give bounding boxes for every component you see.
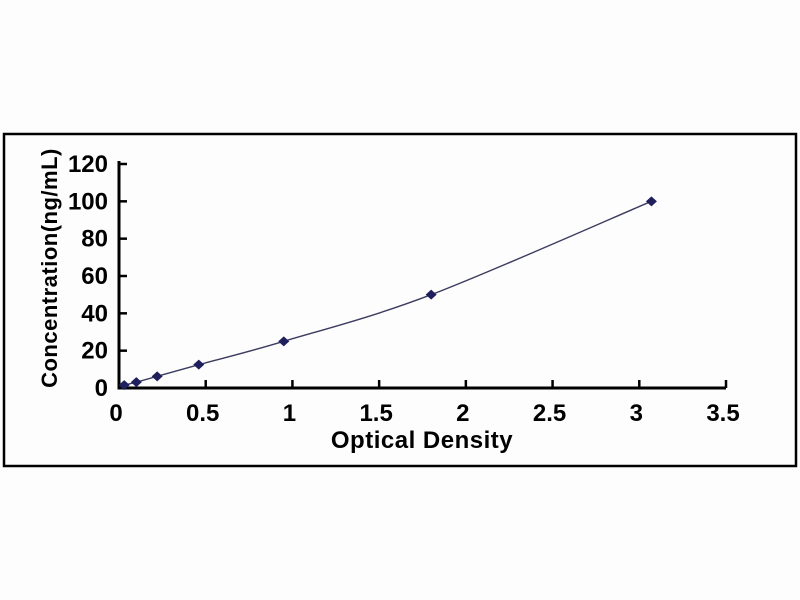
data-point-marker bbox=[425, 289, 437, 300]
y-tick-label: 80 bbox=[81, 226, 108, 253]
standard-curve-line bbox=[124, 200, 652, 386]
y-tick-label: 60 bbox=[81, 263, 108, 290]
data-point-marker bbox=[118, 380, 130, 391]
x-tick-label: 3.5 bbox=[706, 400, 739, 427]
data-point-marker bbox=[130, 377, 142, 388]
y-tick-label: 20 bbox=[81, 338, 108, 365]
x-tick-label: 2 bbox=[456, 400, 469, 427]
y-tick-label: 40 bbox=[81, 300, 108, 327]
x-tick-label: 0.5 bbox=[186, 400, 219, 427]
x-tick-label: 2.5 bbox=[533, 400, 566, 427]
data-point-marker bbox=[193, 359, 205, 370]
y-tick-label: 100 bbox=[68, 188, 108, 215]
data-point-marker bbox=[278, 336, 290, 347]
x-axis-title: Optical Density bbox=[330, 427, 514, 454]
data-point-marker bbox=[645, 196, 657, 207]
data-point-marker bbox=[151, 371, 163, 382]
x-tick-label: 1 bbox=[283, 400, 296, 427]
x-tick-label: 0 bbox=[109, 400, 122, 427]
x-tick-label: 1.5 bbox=[359, 400, 392, 427]
chart-frame bbox=[2, 132, 798, 468]
y-axis-title: Concentration(ng/mL) bbox=[37, 148, 62, 388]
y-tick-label: 0 bbox=[95, 375, 108, 402]
y-tick-label: 120 bbox=[68, 151, 108, 178]
x-tick-label: 3 bbox=[630, 400, 643, 427]
